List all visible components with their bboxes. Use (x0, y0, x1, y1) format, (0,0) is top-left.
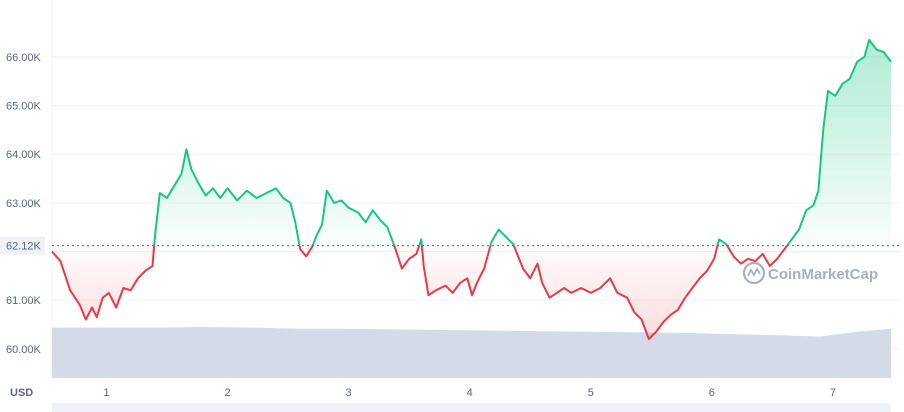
price-fill-above (154, 39, 891, 246)
logo-wave (747, 267, 761, 277)
currency-label: USD (10, 387, 33, 399)
x-tick-label: 2 (224, 387, 230, 399)
price-line-group (51, 38, 892, 341)
current-price-reference: 62.12K (0, 236, 900, 255)
y-tick-label: 64.00K (6, 149, 42, 161)
y-tick-label: 61.00K (6, 295, 42, 307)
y-tick-label: 65.00K (6, 101, 42, 113)
current-price-badge (0, 236, 45, 255)
x-tick-label: 1 (103, 387, 109, 399)
volume-area-group (52, 327, 891, 378)
y-tick-label: 60.00K (6, 344, 42, 356)
x-axis: USD 1 2 3 4 5 6 7 (10, 387, 891, 412)
price-line-above (153, 38, 892, 246)
volume-area (52, 327, 891, 378)
coinmarketcap-logo-icon (742, 261, 766, 285)
x-tick-label: 4 (467, 387, 473, 399)
x-axis-band (52, 403, 891, 412)
y-axis: 60.00K 61.00K 63.00K 64.00K 65.00K 66.00K (6, 52, 42, 356)
coinmarketcap-watermark: CoinMarketCap (742, 261, 878, 285)
y-tick-label: 66.00K (6, 52, 42, 64)
x-tick-label: 6 (709, 387, 715, 399)
y-tick-label: 63.00K (6, 198, 42, 210)
x-tick-label: 5 (588, 387, 594, 399)
watermark-text: CoinMarketCap (768, 266, 878, 283)
price-line-below (51, 245, 789, 341)
current-price-label: 62.12K (6, 241, 42, 253)
x-tick-label: 7 (830, 387, 836, 399)
x-tick-label: 3 (346, 387, 352, 399)
